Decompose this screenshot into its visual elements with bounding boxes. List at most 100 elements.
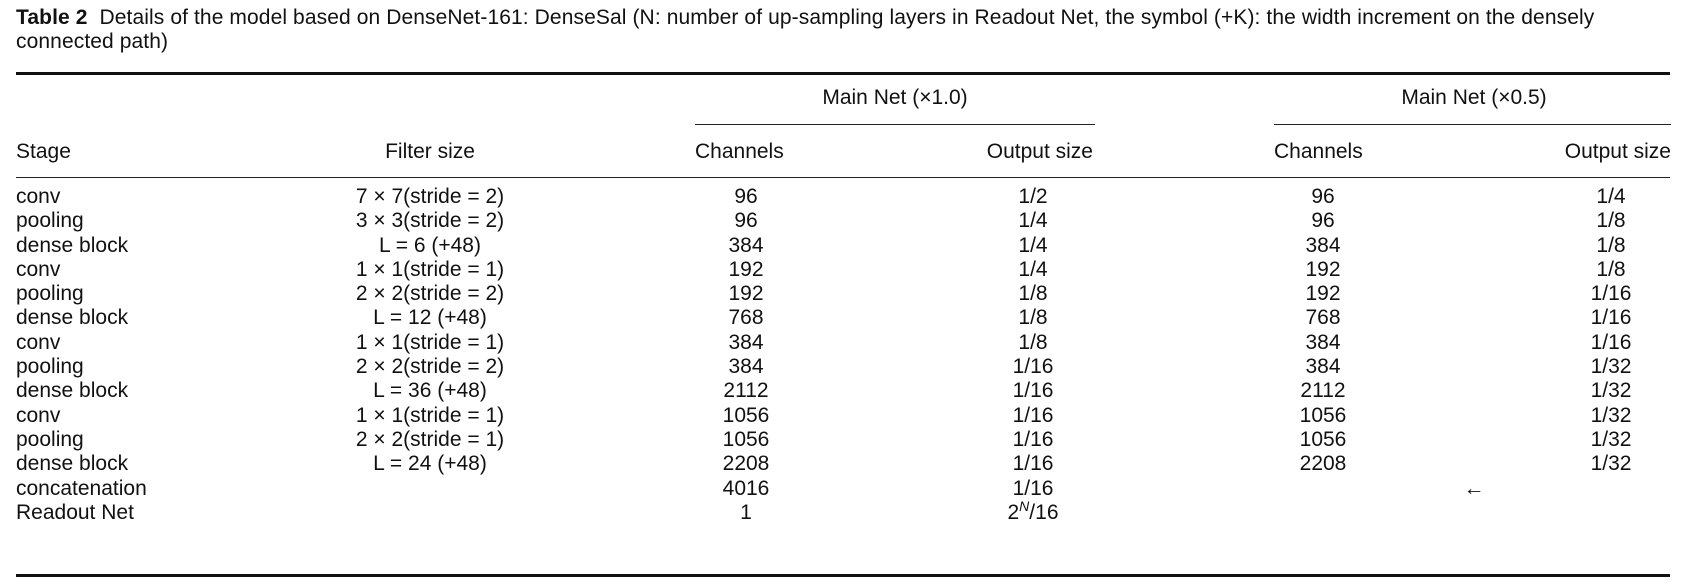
left-arrow-icon: ← [1463,476,1485,500]
output-size-1-cell: 1/16 [1012,476,1054,500]
table-caption-label: Table 2 [16,6,88,29]
channels-1-cell: 2208 [722,452,770,476]
header-channels-1: Channels [695,140,784,163]
output-size-2-cell: 1/16 [1590,306,1632,330]
table-caption-text: Details of the model based on DenseNet-1… [16,6,1595,53]
output-size-1-cell: 1/16 [1012,379,1054,403]
output-size-1-cell: 1/4 [1018,257,1048,281]
output-size-1-cell: 2N/16 [1007,497,1059,525]
filter-size-cell: L = 6 (+48) [379,233,481,257]
table-row: concatenation 4016 1/16 ← [0,477,1686,501]
stage-cell: conv [16,185,61,208]
bottom-rule [16,574,1670,577]
channels-1-cell: 384 [728,233,764,257]
table-caption: Table 2 Details of the model based on Den… [16,6,1676,54]
filter-size-cell: L = 36 (+48) [373,379,487,403]
filter-size-cell: 1 × 1(stride = 1) [355,257,505,281]
output-size-base: 2 [1007,500,1020,524]
filter-size-cell: 2 × 2(stride = 1) [355,427,505,451]
filter-size-cell: 1 × 1(stride = 1) [355,403,505,427]
stage-cell: pooling [16,355,84,379]
header-output-size-1: Output size [986,140,1093,163]
channels-1-cell: 384 [728,330,764,354]
output-size-1-cell: 1/16 [1012,427,1054,451]
table-row: conv 7 × 7(stride = 2) 96 1/2 96 1/4 [0,185,1686,209]
table-row: pooling 2 × 2(stride = 2) 384 1/16 384 1… [0,355,1686,379]
table-row: pooling 3 × 3(stride = 2) 96 1/4 96 1/8 [0,209,1686,233]
channels-2-cell: 384 [1305,233,1341,257]
top-rule [16,72,1670,75]
output-size-2-cell: 1/32 [1590,427,1632,451]
channels-2-cell: 1056 [1299,427,1347,451]
output-size-1-cell: 1/16 [1012,452,1054,476]
stage-cell: pooling [16,427,84,451]
group-rule-2 [1274,124,1671,125]
table-body: conv 7 × 7(stride = 2) 96 1/2 96 1/4 poo… [0,185,1686,525]
channels-2-cell: 1056 [1299,403,1347,427]
output-size-2-cell: 1/32 [1590,379,1632,403]
channels-1-cell: 1056 [722,427,770,451]
stage-cell: Readout Net [16,500,134,524]
output-size-2-cell: 1/32 [1590,452,1632,476]
output-size-2-cell: 1/32 [1590,355,1632,379]
output-size-1-cell: 1/4 [1018,209,1048,233]
group-header-main-net-05: Main Net (×0.5) [1401,86,1547,109]
output-size-2-cell: 1/8 [1596,209,1626,233]
output-size-2-cell: 1/32 [1590,403,1632,427]
output-size-tail: /16 [1029,500,1059,524]
output-size-1-cell: 1/8 [1018,306,1048,330]
output-size-1-cell: 1/8 [1018,282,1048,306]
stage-cell: dense block [16,379,129,403]
stage-cell: conv [16,403,61,427]
filter-size-cell: 3 × 3(stride = 2) [355,209,505,233]
output-size-1-cell: 1/16 [1012,403,1054,427]
stage-cell: conv [16,330,61,354]
filter-size-cell: 7 × 7(stride = 2) [355,185,505,208]
output-size-exponent: N [1019,497,1030,514]
channels-2-cell: 2112 [1300,379,1346,403]
table-row: dense block L = 12 (+48) 768 1/8 768 1/1… [0,306,1686,330]
filter-size-cell: L = 12 (+48) [373,306,487,330]
stage-cell: pooling [16,282,84,306]
channels-2-cell: 384 [1305,330,1341,354]
channels-2-cell: 192 [1305,282,1341,306]
filter-size-cell: 2 × 2(stride = 2) [355,282,505,306]
table-row: dense block L = 36 (+48) 2112 1/16 2112 … [0,379,1686,403]
table-row: conv 1 × 1(stride = 1) 384 1/8 384 1/16 [0,331,1686,355]
output-size-2-cell: 1/8 [1596,233,1626,257]
stage-cell: conv [16,257,61,281]
output-size-1-cell: 1/4 [1018,233,1048,257]
channels-1-cell: 2112 [723,379,769,403]
output-size-1-cell: 1/2 [1018,185,1048,208]
channels-1-cell: 192 [728,282,764,306]
stage-cell: dense block [16,233,129,257]
filter-size-cell: 2 × 2(stride = 2) [355,355,505,379]
channels-2-cell: 768 [1305,306,1341,330]
header-filter-size: Filter size [385,140,475,163]
table-row: pooling 2 × 2(stride = 1) 1056 1/16 1056… [0,428,1686,452]
group-header-main-net-1: Main Net (×1.0) [822,86,968,109]
filter-size-cell: 1 × 1(stride = 1) [355,330,505,354]
channels-2-cell: 96 [1311,185,1335,208]
channels-1-cell: 4016 [722,476,770,500]
table-row: pooling 2 × 2(stride = 2) 192 1/8 192 1/… [0,282,1686,306]
channels-1-cell: 96 [734,185,758,208]
stage-cell: concatenation [16,476,147,500]
output-size-1-cell: 1/8 [1018,330,1048,354]
output-size-1-cell: 1/16 [1012,355,1054,379]
stage-cell: pooling [16,209,84,233]
header-channels-2: Channels [1274,140,1363,163]
output-size-2-cell: 1/16 [1590,330,1632,354]
header-rule [16,177,1670,178]
output-size-2-cell: 1/8 [1596,257,1626,281]
channels-1-cell: 1056 [722,403,770,427]
filter-size-cell: L = 24 (+48) [373,452,487,476]
header-stage: Stage [16,140,71,163]
channels-1-cell: 1 [740,500,752,524]
output-size-2-cell: 1/4 [1596,185,1626,208]
output-size-2-cell: 1/16 [1590,282,1632,306]
channels-1-cell: 384 [728,355,764,379]
group-rule-1 [695,124,1095,125]
table-row: Readout Net 1 2N/16 [0,497,1686,525]
